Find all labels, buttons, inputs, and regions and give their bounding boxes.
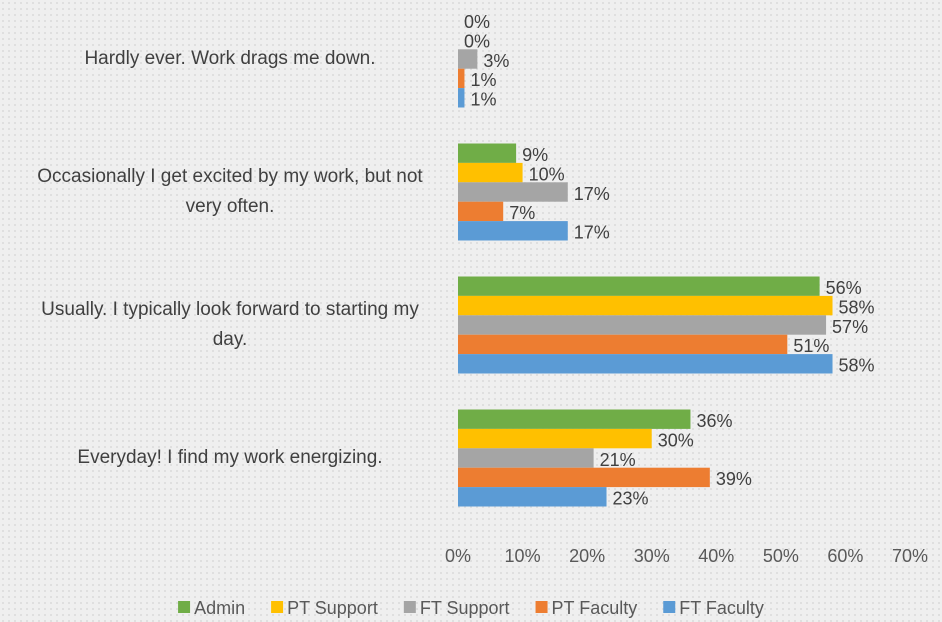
data-label: 21% [600,450,636,470]
data-label: 58% [839,356,875,376]
data-label: 1% [470,90,496,110]
bar [458,162,523,183]
bar [458,334,788,355]
bar [458,88,465,108]
data-label: 17% [574,184,610,204]
category-label: Hardly ever. Work drags me down. [84,48,376,69]
bar [458,295,833,316]
data-label: 36% [696,411,732,431]
data-label: 7% [509,203,535,223]
legend-marker [271,601,284,613]
legend-marker [178,601,191,613]
data-label: 0% [464,12,490,32]
data-label: 58% [839,297,875,317]
data-label: 23% [613,489,649,509]
bar [458,49,478,69]
legend-label: FT Support [420,598,510,618]
x-tick-label: 40% [698,546,734,566]
data-label: 51% [793,336,829,356]
category-label: Usually. I typically look forward to sta… [41,299,419,350]
bar [458,68,465,89]
bar [458,428,652,449]
x-tick-label: 10% [505,546,541,566]
bar [458,354,833,374]
bar [458,315,827,335]
data-label: 30% [658,430,694,450]
legend-label: PT Support [287,598,378,618]
bar [458,487,607,507]
x-tick-label: 0% [445,546,471,566]
bar [458,448,594,468]
x-tick-label: 70% [892,546,928,566]
x-tick-label: 50% [763,546,799,566]
x-tick-label: 30% [634,546,670,566]
bar [458,143,517,163]
data-label: 1% [470,70,496,90]
data-label: 39% [716,469,752,489]
bar [458,467,710,488]
bar [458,221,568,241]
data-label: 17% [574,223,610,243]
data-label: 3% [483,51,509,71]
legend-marker [663,601,676,613]
legend-label: FT Faculty [679,598,764,618]
bar [458,182,568,202]
x-tick-label: 60% [827,546,863,566]
legend-label: PT Faculty [552,598,638,618]
data-label: 9% [522,145,548,165]
bar [458,409,691,429]
legend-label: Admin [194,598,245,618]
category-label: Occasionally I get excited by my work, b… [37,166,423,217]
data-label: 57% [832,317,868,337]
category-label: Everyday! I find my work energizing. [77,447,383,468]
x-tick-label: 20% [569,546,605,566]
data-label: 10% [529,164,565,184]
bar [458,201,504,222]
data-label: 56% [826,278,862,298]
legend-marker [535,601,548,613]
data-label: 0% [464,31,490,51]
legend-marker [403,601,416,613]
bar [458,276,820,296]
